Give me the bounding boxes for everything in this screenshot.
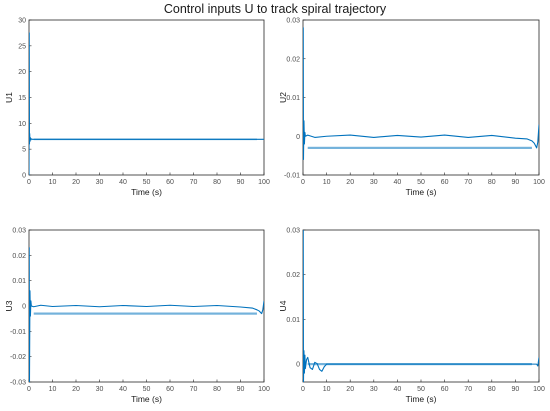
x-tick-label: 80 — [488, 179, 496, 186]
y-tick-label: 15 — [18, 95, 26, 102]
y-tick-label: 30 — [18, 18, 26, 25]
x-tick-label: 50 — [417, 179, 425, 186]
x-tick-label: 60 — [441, 386, 449, 393]
x-tick-label: 40 — [394, 386, 402, 393]
x-tick-label: 70 — [190, 386, 198, 393]
figure-title: Control inputs U to track spiral traject… — [164, 2, 387, 16]
series-noise-band — [307, 363, 532, 366]
x-tick-label: 30 — [96, 386, 104, 393]
y-tick-label: 5 — [22, 147, 26, 154]
y-tick-label: 0 — [296, 134, 300, 141]
y-axis-label: U2 — [278, 92, 288, 103]
x-axis-label: Time (s) — [131, 187, 162, 197]
x-tick-label: 80 — [488, 386, 496, 393]
x-tick-label: 90 — [512, 179, 520, 186]
y-tick-label: 20 — [18, 69, 26, 76]
y-tick-label: 0.02 — [286, 56, 300, 63]
series-line — [29, 247, 264, 382]
y-tick-label: 0.03 — [286, 228, 300, 235]
y-tick-label: 0.02 — [286, 272, 300, 279]
y-tick-label: 0.02 — [12, 253, 26, 260]
x-tick-label: 20 — [72, 386, 80, 393]
y-axis-label: U4 — [278, 300, 288, 311]
x-tick-label: 90 — [237, 386, 245, 393]
y-tick-label: 0 — [296, 362, 300, 369]
y-tick-label: 0.01 — [12, 278, 26, 285]
series-line — [303, 27, 539, 161]
y-tick-label: 0.03 — [286, 18, 300, 25]
x-tick-label: 20 — [346, 179, 354, 186]
y-tick-label: 0 — [22, 173, 26, 180]
subplot-4: 0 10 20 30 40 50 60 70 80 90 100 0 0.01 0.02 0.03 Time … — [278, 228, 545, 405]
x-tick-label: 10 — [323, 179, 331, 186]
x-tick-label: 60 — [441, 179, 449, 186]
x-tick-label: 50 — [143, 386, 151, 393]
x-tick-label: 60 — [166, 179, 174, 186]
subplot-3: 0 10 20 30 40 50 60 70 80 90 100 -0.03 -0.02 -0.01 0 0.… — [4, 228, 270, 405]
x-tick-label: 30 — [370, 386, 378, 393]
y-tick-label: 25 — [18, 43, 26, 50]
y-tick-label: -0.03 — [10, 380, 26, 387]
subplot-1: 0 10 20 30 40 50 60 70 80 90 100 0 5 10 15 20 25 30 Time (… — [4, 18, 270, 198]
y-tick-label: -0.01 — [10, 329, 26, 336]
x-tick-label: 0 — [301, 179, 305, 186]
plot-area — [302, 19, 540, 176]
plot-area — [28, 19, 265, 176]
x-tick-label: 0 — [27, 179, 31, 186]
x-tick-label: 50 — [143, 179, 151, 186]
y-axis-label: U3 — [4, 300, 14, 311]
x-tick-label: 10 — [49, 386, 57, 393]
x-tick-label: 20 — [72, 179, 80, 186]
x-tick-label: 0 — [27, 386, 31, 393]
x-tick-label: 40 — [119, 386, 127, 393]
x-tick-label: 30 — [370, 179, 378, 186]
y-tick-label: 0.01 — [286, 95, 300, 102]
x-axis-label: Time (s) — [406, 187, 437, 197]
x-tick-label: 100 — [258, 179, 270, 186]
x-tick-label: 30 — [96, 179, 104, 186]
x-tick-label: 90 — [512, 386, 520, 393]
x-tick-label: 0 — [301, 386, 305, 393]
x-tick-label: 70 — [464, 179, 472, 186]
x-tick-label: 70 — [190, 179, 198, 186]
x-tick-label: 80 — [213, 386, 221, 393]
x-tick-label: 60 — [166, 386, 174, 393]
y-tick-label: 0.03 — [12, 228, 26, 235]
series-noise-band — [33, 312, 257, 315]
series-noise-band — [33, 138, 257, 141]
x-tick-label: 20 — [346, 386, 354, 393]
x-tick-label: 80 — [213, 179, 221, 186]
y-tick-label: -0.02 — [10, 354, 26, 361]
y-axis-label: U1 — [4, 92, 14, 103]
x-tick-label: 100 — [533, 386, 545, 393]
subplot-2: 0 10 20 30 40 50 60 70 80 90 100-0.0100.010.020.03… — [278, 18, 545, 198]
x-tick-label: 70 — [464, 386, 472, 393]
x-tick-label: 10 — [49, 179, 57, 186]
x-tick-label: 50 — [417, 386, 425, 393]
x-axis-label: Time (s) — [406, 394, 437, 404]
y-tick-label: 0.01 — [286, 317, 300, 324]
x-tick-label: 100 — [258, 386, 270, 393]
y-tick-label: 10 — [18, 121, 26, 128]
x-tick-label: 90 — [237, 179, 245, 186]
plot-area — [302, 229, 540, 383]
x-tick-label: 40 — [119, 179, 127, 186]
x-tick-label: 10 — [323, 386, 331, 393]
series-noise-band — [307, 146, 532, 149]
x-tick-label: 100 — [533, 179, 545, 186]
x-axis-label: Time (s) — [131, 394, 162, 404]
x-tick-label: 40 — [394, 179, 402, 186]
y-tick-label: 0 — [22, 304, 26, 311]
y-tick-label: -0.01 — [284, 173, 300, 180]
